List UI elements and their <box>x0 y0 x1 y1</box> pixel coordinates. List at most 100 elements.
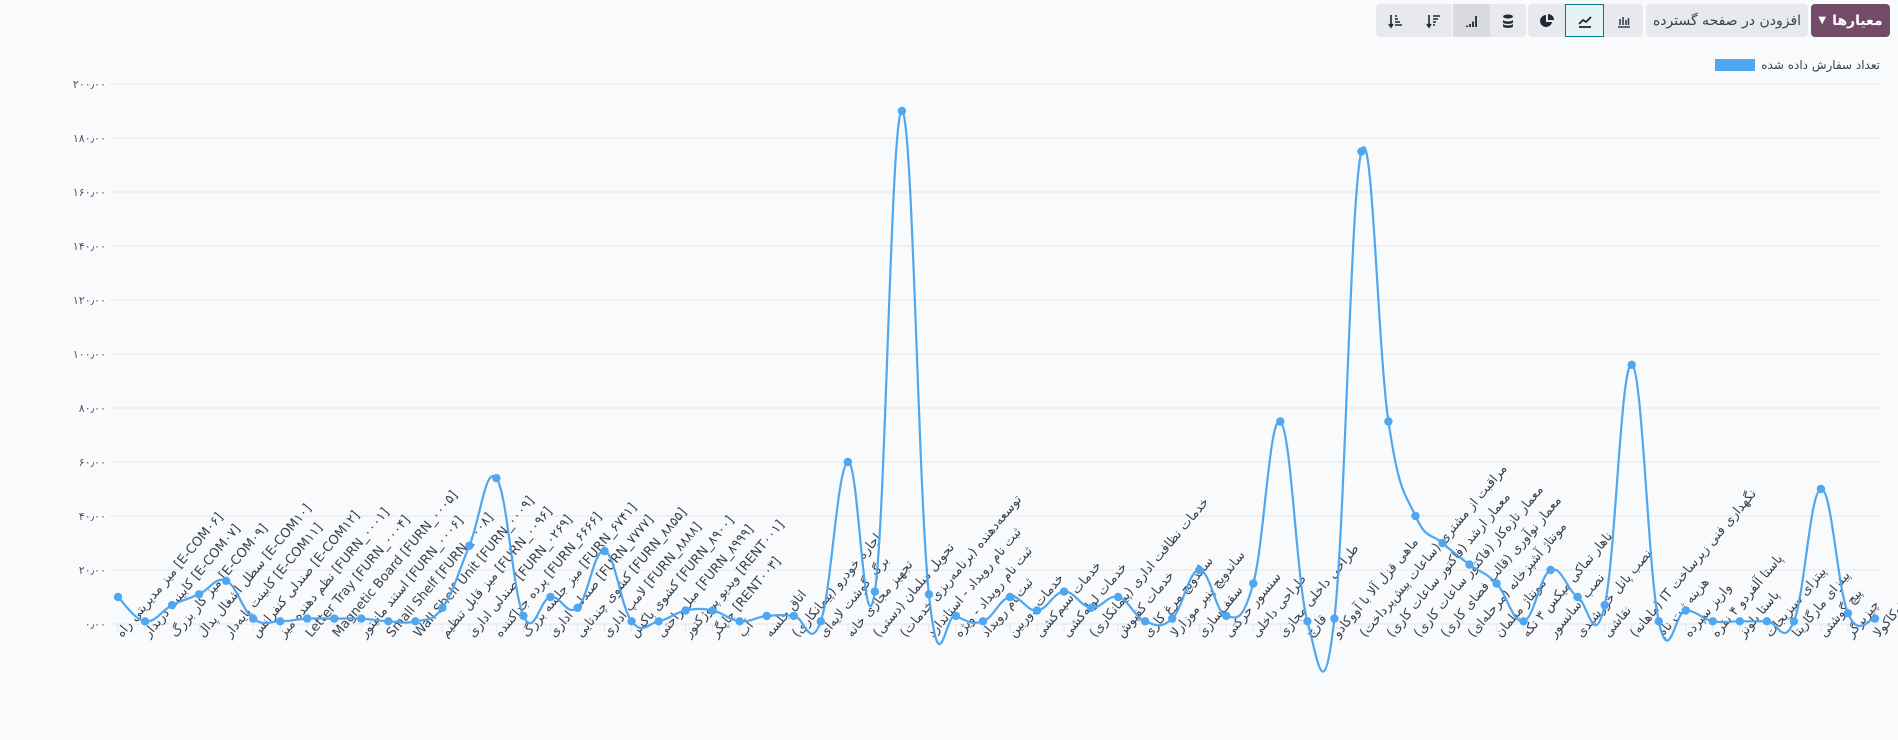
bar-chart-icon <box>1617 16 1630 28</box>
criteria-dropdown-button[interactable]: معیارها ▼ <box>1811 4 1890 37</box>
y-tick-label: ۰٫۰۰ <box>85 618 106 631</box>
data-point[interactable] <box>1303 617 1312 626</box>
data-point[interactable] <box>1032 606 1042 615</box>
data-point[interactable] <box>411 617 420 626</box>
data-point[interactable] <box>1627 360 1636 369</box>
line-chart-icon <box>1577 15 1592 28</box>
sort-descending-button[interactable] <box>1413 4 1452 37</box>
series-line <box>117 109 1876 673</box>
y-tick-label: ۱۰۰٫۰۰ <box>73 348 106 361</box>
data-point[interactable] <box>1789 617 1799 626</box>
data-point[interactable] <box>275 617 285 626</box>
data-point[interactable] <box>654 617 663 626</box>
data-point[interactable] <box>1276 417 1285 426</box>
y-tick-label: ۲۰۰٫۰۰ <box>73 78 106 91</box>
data-point[interactable] <box>870 587 880 596</box>
data-point[interactable] <box>113 592 123 602</box>
legend-label: تعداد سفارش داده شده <box>1761 58 1880 72</box>
data-point[interactable] <box>1546 565 1555 575</box>
data-point[interactable] <box>627 617 636 626</box>
data-point[interactable] <box>1113 592 1123 602</box>
data-point[interactable] <box>1492 579 1501 588</box>
data-point[interactable] <box>816 617 825 626</box>
data-point[interactable] <box>384 617 393 626</box>
y-tick-label: ۱۸۰٫۰۰ <box>73 132 106 145</box>
data-point[interactable] <box>330 614 339 623</box>
data-point[interactable] <box>1195 565 1204 575</box>
data-point[interactable] <box>1681 606 1690 615</box>
data-point[interactable] <box>1411 511 1420 521</box>
criteria-label: معیارها <box>1832 12 1883 29</box>
y-tick-label: ۴۰٫۰۰ <box>79 510 106 523</box>
data-point[interactable] <box>1816 484 1826 494</box>
data-point[interactable] <box>492 474 501 483</box>
data-point[interactable] <box>573 603 582 612</box>
add-to-spreadsheet-button[interactable]: افزودن در صفحه گسترده <box>1646 4 1808 37</box>
data-point[interactable] <box>1438 538 1447 548</box>
data-point[interactable] <box>438 603 447 612</box>
data-point[interactable] <box>357 614 366 623</box>
database-stack-icon <box>1503 14 1513 28</box>
y-tick-label: ۶۰٫۰۰ <box>79 456 106 469</box>
data-point[interactable] <box>167 600 177 610</box>
data-point[interactable] <box>303 614 312 623</box>
data-point[interactable] <box>1005 592 1015 602</box>
data-point[interactable] <box>1357 147 1366 156</box>
data-point[interactable] <box>1140 617 1150 626</box>
data-point[interactable] <box>194 590 204 599</box>
data-point[interactable] <box>924 590 934 599</box>
data-point[interactable] <box>708 606 717 615</box>
caret-down-icon: ▼ <box>1818 15 1827 26</box>
stacked-button[interactable] <box>1490 4 1526 37</box>
sort-ascending-icon <box>1387 14 1402 28</box>
cumulative-bars-icon <box>1465 15 1477 27</box>
line-chart-button[interactable] <box>1565 4 1604 37</box>
data-point[interactable] <box>951 611 961 621</box>
data-point[interactable] <box>1654 617 1663 626</box>
data-point[interactable] <box>1086 603 1096 612</box>
data-point[interactable] <box>1843 609 1853 618</box>
data-point[interactable] <box>1168 614 1177 623</box>
data-point[interactable] <box>1465 560 1474 569</box>
sort-ascending-button[interactable] <box>1376 4 1413 37</box>
data-point[interactable] <box>600 546 609 556</box>
data-point[interactable] <box>735 617 744 626</box>
sort-descending-icon <box>1425 14 1440 28</box>
data-point[interactable] <box>762 611 771 621</box>
bar-chart-button[interactable] <box>1604 4 1643 37</box>
data-point[interactable] <box>897 106 907 116</box>
legend-swatch <box>1715 59 1756 71</box>
y-tick-label: ۸۰٫۰۰ <box>79 402 106 415</box>
data-point[interactable] <box>1249 579 1258 588</box>
data-point[interactable] <box>519 611 528 621</box>
data-point[interactable] <box>1573 592 1582 602</box>
data-point[interactable] <box>1059 587 1069 596</box>
data-point[interactable] <box>681 606 690 615</box>
data-point[interactable] <box>789 611 798 621</box>
data-point[interactable] <box>1222 611 1231 621</box>
data-point[interactable] <box>1384 417 1393 426</box>
pie-chart-icon <box>1539 13 1554 27</box>
data-point[interactable] <box>978 617 988 626</box>
data-point[interactable] <box>1735 617 1745 626</box>
data-point[interactable] <box>1519 617 1528 626</box>
pie-chart-button[interactable] <box>1528 4 1565 37</box>
data-point[interactable] <box>1600 600 1609 610</box>
data-point[interactable] <box>1870 614 1880 623</box>
data-point[interactable] <box>140 617 150 626</box>
y-tick-label: ۲۰٫۰۰ <box>79 564 106 577</box>
y-tick-label: ۱۴۰٫۰۰ <box>73 240 106 253</box>
data-point[interactable] <box>1708 617 1718 626</box>
data-point[interactable] <box>1330 614 1339 623</box>
data-point[interactable] <box>843 457 853 467</box>
data-point[interactable] <box>1762 617 1772 626</box>
chart-legend[interactable]: تعداد سفارش داده شده <box>1715 58 1880 72</box>
y-tick-label: ۱۶۰٫۰۰ <box>73 186 106 199</box>
data-point[interactable] <box>465 541 474 550</box>
data-point[interactable] <box>248 614 258 623</box>
data-point[interactable] <box>221 576 231 585</box>
data-point[interactable] <box>546 592 555 602</box>
y-tick-label: ۱۲۰٫۰۰ <box>73 294 106 307</box>
cumulative-button[interactable] <box>1453 4 1490 37</box>
